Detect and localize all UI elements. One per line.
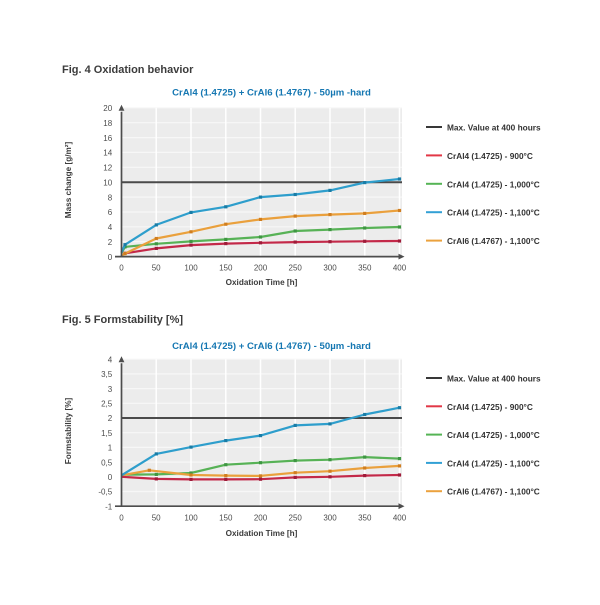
svg-text:4: 4 — [108, 355, 113, 364]
svg-text:0,5: 0,5 — [101, 458, 113, 467]
svg-text:250: 250 — [289, 514, 303, 523]
svg-text:Formstability [%]: Formstability [%] — [64, 398, 73, 465]
svg-text:14: 14 — [103, 149, 112, 158]
svg-text:20: 20 — [103, 104, 112, 113]
svg-text:100: 100 — [184, 514, 198, 523]
svg-text:300: 300 — [323, 514, 337, 523]
svg-text:50: 50 — [152, 263, 161, 272]
svg-text:18: 18 — [103, 119, 112, 128]
svg-text:CrAl4 (1.4725) - 1,100°C: CrAl4 (1.4725) - 1,100°C — [447, 458, 540, 468]
svg-text:12: 12 — [103, 164, 112, 173]
svg-text:Oxidation Time [h]: Oxidation Time [h] — [226, 529, 298, 538]
svg-text:6: 6 — [108, 208, 113, 217]
svg-text:3: 3 — [108, 385, 113, 394]
svg-text:200: 200 — [254, 263, 268, 272]
svg-text:250: 250 — [289, 263, 303, 272]
svg-text:CrAl4 (1.4725) - 900°C: CrAl4 (1.4725) - 900°C — [447, 151, 533, 161]
svg-text:150: 150 — [219, 514, 233, 523]
svg-text:Oxidation Time [h]: Oxidation Time [h] — [226, 278, 298, 287]
svg-text:2: 2 — [108, 414, 113, 423]
svg-text:350: 350 — [358, 514, 372, 523]
svg-text:CrAl4 (1.4725) + CrAl6 (1.4767: CrAl4 (1.4725) + CrAl6 (1.4767) - 50µm -… — [172, 341, 371, 352]
svg-text:CrAl4 (1.4725) - 1,000°C: CrAl4 (1.4725) - 1,000°C — [447, 430, 540, 440]
svg-text:Mass change [g/m²]: Mass change [g/m²] — [64, 142, 73, 219]
svg-text:400: 400 — [393, 514, 407, 523]
svg-text:3,5: 3,5 — [101, 370, 113, 379]
svg-text:10: 10 — [103, 178, 112, 187]
svg-text:4: 4 — [108, 223, 113, 232]
svg-text:50: 50 — [152, 514, 161, 523]
svg-text:1,5: 1,5 — [101, 429, 113, 438]
svg-text:-1: -1 — [105, 502, 113, 511]
svg-text:100: 100 — [184, 263, 198, 272]
svg-text:300: 300 — [323, 263, 337, 272]
svg-text:2,5: 2,5 — [101, 400, 113, 409]
svg-text:0: 0 — [108, 473, 113, 482]
svg-text:CrAl4 (1.4725) - 900°C: CrAl4 (1.4725) - 900°C — [447, 402, 533, 412]
svg-text:350: 350 — [358, 263, 372, 272]
svg-text:CrAl4 (1.4725) - 1,000°C: CrAl4 (1.4725) - 1,000°C — [447, 179, 540, 189]
svg-text:Max. Value at 400 hours: Max. Value at 400 hours — [447, 374, 541, 384]
svg-text:CrAl6 (1.4767) - 1,100°C: CrAl6 (1.4767) - 1,100°C — [447, 236, 540, 246]
svg-text:16: 16 — [103, 134, 112, 143]
svg-text:400: 400 — [393, 263, 407, 272]
svg-text:CrAl4 (1.4725) + CrAl6 (1.4767: CrAl4 (1.4725) + CrAl6 (1.4767) - 50µm -… — [172, 88, 371, 99]
svg-text:1: 1 — [108, 444, 113, 453]
svg-text:2: 2 — [108, 238, 113, 247]
svg-text:CrAl6 (1.4767) - 1,100°C: CrAl6 (1.4767) - 1,100°C — [447, 487, 540, 497]
svg-text:150: 150 — [219, 263, 233, 272]
svg-text:0: 0 — [119, 514, 124, 523]
svg-text:-0,5: -0,5 — [98, 488, 112, 497]
svg-text:Fig. 4 Oxidation behavior: Fig. 4 Oxidation behavior — [62, 64, 194, 76]
svg-text:Fig. 5 Formstability [%]: Fig. 5 Formstability [%] — [62, 314, 183, 326]
svg-text:8: 8 — [108, 193, 113, 202]
svg-text:200: 200 — [254, 514, 268, 523]
svg-text:0: 0 — [119, 263, 124, 272]
svg-text:0: 0 — [108, 253, 113, 262]
svg-text:CrAl4 (1.4725) - 1,100°C: CrAl4 (1.4725) - 1,100°C — [447, 208, 540, 218]
svg-text:Max. Value at 400 hours: Max. Value at 400 hours — [447, 123, 541, 133]
